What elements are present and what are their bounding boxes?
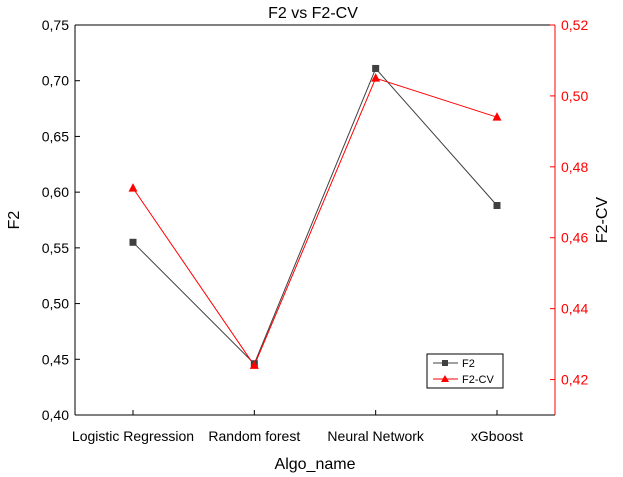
y2-tick-label: 0,52 [561, 17, 588, 33]
data-point-f2cv [249, 360, 259, 369]
y2-tick-label: 0,42 [561, 372, 588, 388]
y2-axis-label: F2-CV [594, 197, 611, 244]
data-point-f2 [129, 238, 137, 246]
y-tick-label: 0,70 [42, 73, 69, 89]
y2-tick-label: 0,44 [561, 301, 588, 317]
right-axis-ticks: 0,42 0,44 0,46 0,48 0,50 0,52 [550, 17, 588, 388]
legend-label-f2: F2 [462, 358, 475, 370]
y-tick-label: 0,45 [42, 351, 69, 367]
legend: F2 F2-CV [426, 353, 504, 389]
x-tick-label: Logistic Regression [72, 428, 194, 444]
y2-tick-label: 0,50 [561, 88, 588, 104]
x-tick-label: Neural Network [327, 428, 424, 444]
y-tick-label: 0,50 [42, 296, 69, 312]
data-point-f2 [493, 202, 501, 210]
series-lines [132, 67, 498, 367]
y-tick-label: 0,40 [42, 407, 69, 423]
legend-marker-f2 [442, 360, 448, 366]
x-axis-label: Algo_name [275, 456, 356, 473]
chart-title: F2 vs F2-CV [268, 5, 358, 22]
x-axis-ticks: Logistic Regression Random forest Neural N… [72, 410, 523, 444]
y-tick-label: 0,75 [42, 17, 69, 33]
legend-box [426, 353, 504, 389]
data-point-f2cv [492, 112, 502, 121]
x-tick-label: Random forest [208, 428, 300, 444]
series-line-f2cv [132, 77, 498, 367]
y2-tick-label: 0,48 [561, 159, 588, 175]
data-point-f2 [372, 64, 380, 72]
legend-label-f2cv: F2-CV [462, 374, 494, 386]
y-tick-label: 0,60 [42, 184, 69, 200]
y2-tick-label: 0,46 [561, 230, 588, 246]
y-tick-label: 0,55 [42, 240, 69, 256]
series-markers [128, 64, 502, 369]
series-line-f2 [132, 67, 498, 365]
left-axis-ticks: 0,40 0,45 0,50 0,55 0,60 0,65 0,70 0,75 [42, 17, 80, 423]
data-point-f2cv [371, 73, 381, 82]
y-tick-label: 0,65 [42, 128, 69, 144]
x-tick-label: xGboost [471, 428, 523, 444]
data-point-f2cv [128, 183, 138, 192]
y-axis-label: F2 [6, 211, 23, 230]
plot-frame [74, 24, 556, 416]
legend-marker-f2cv [441, 375, 449, 382]
